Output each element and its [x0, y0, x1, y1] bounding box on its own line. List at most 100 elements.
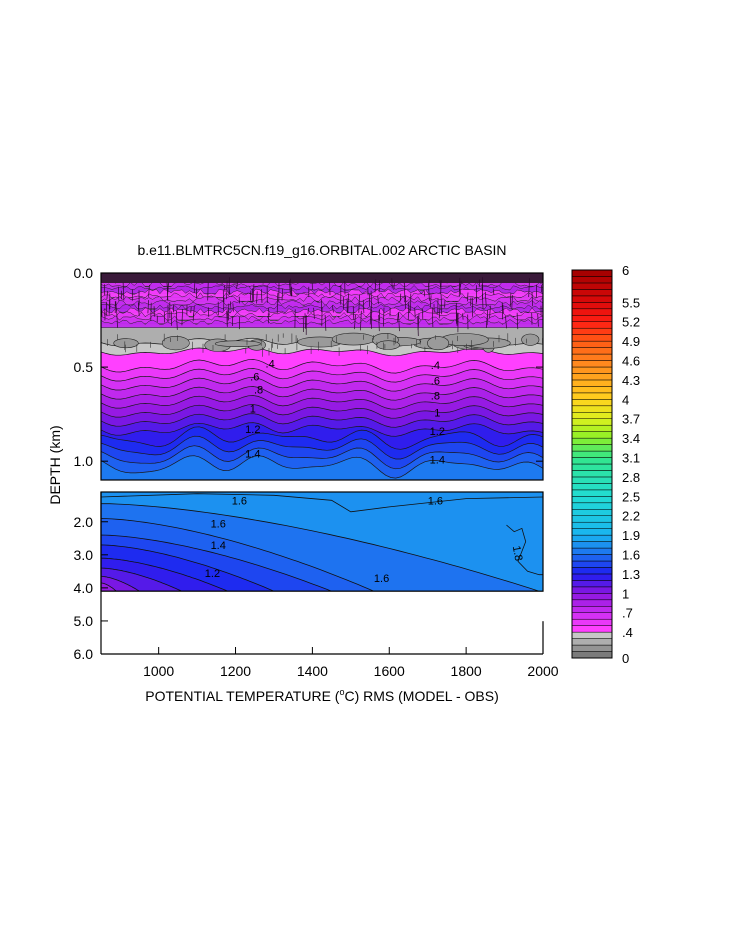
- colorbar-swatch: [571, 353, 613, 361]
- contour-label: 1.6: [428, 495, 443, 507]
- colorbar-tick-label: 1.3: [622, 567, 640, 582]
- contour-label: .8: [254, 385, 263, 397]
- colorbar-tick-label: 1.9: [622, 528, 640, 543]
- colorbar-swatch: [571, 321, 613, 329]
- contour-label: 1.2: [205, 568, 220, 580]
- contour-label: 1.4: [211, 540, 226, 552]
- x-tick-label: 1600: [374, 663, 405, 679]
- lower-panel: 1.6 1.6 1.6 1.4 1.2 1.6 1.8 2.0 3.0 4.0 5.0 6.0 10…: [74, 491, 559, 679]
- x-axis-ticks: 1000 1200 1400 1600 1800 2000: [143, 647, 559, 679]
- upper-y-tick-label: 1.0: [74, 453, 94, 469]
- colorbar-swatch: [571, 554, 613, 562]
- colorbar-swatch: [571, 327, 613, 335]
- colorbar-swatch: [571, 276, 613, 284]
- colorbar-tick-label: 4.9: [622, 334, 640, 349]
- colorbar-swatch: [571, 340, 613, 348]
- lower-y-tick-label: 4.0: [74, 580, 94, 596]
- colorbar-swatch: [571, 618, 613, 626]
- colorbar-swatch: [571, 282, 613, 290]
- contour-label: 1.2: [430, 426, 445, 438]
- contour-label: 1.8: [510, 545, 524, 562]
- lower-panel-contour-labels: 1.6 1.6 1.6 1.4 1.2 1.6 1.8: [205, 495, 524, 585]
- colorbar-swatch: [571, 625, 613, 633]
- colorbar-swatch: [571, 302, 613, 310]
- colorbar-tick-label: 3.1: [622, 451, 640, 466]
- colorbar-swatch: [571, 308, 613, 316]
- contour-label: .8: [431, 390, 440, 402]
- contour-label: 1: [250, 403, 256, 415]
- colorbar-swatch: [571, 360, 613, 368]
- contour-label: .6: [431, 375, 440, 387]
- colorbar-tick-label: 4: [622, 392, 629, 407]
- contour-label: 1.4: [245, 449, 260, 461]
- upper-y-tick-label: 0.5: [74, 359, 94, 375]
- colorbar-tick-label: 4.6: [622, 354, 640, 369]
- colorbar-swatch: [571, 496, 613, 504]
- colorbar-swatch: [571, 521, 613, 529]
- x-axis-label-degree: o: [339, 687, 344, 697]
- contour-label: 1.6: [232, 495, 247, 507]
- colorbar-tick-label: 4.3: [622, 373, 640, 388]
- colorbar-swatch: [571, 373, 613, 381]
- x-tick-label: 1800: [451, 663, 482, 679]
- colorbar-swatch: [571, 528, 613, 536]
- colorbar-swatch: [571, 560, 613, 568]
- colorbar-swatch: [571, 547, 613, 555]
- colorbar-swatch: [571, 476, 613, 484]
- colorbar-tick-label: 5.5: [622, 295, 640, 310]
- upper-panel-frame: [100, 272, 544, 481]
- colorbar-tick-label: .7: [622, 606, 633, 621]
- colorbar-swatch: [571, 483, 613, 491]
- y-axis-label: DEPTH (km): [47, 425, 63, 504]
- colorbar-swatch: [571, 412, 613, 419]
- lower-y-tick-label: 2.0: [74, 514, 94, 530]
- contour-label: 1.6: [211, 518, 226, 530]
- colorbar-swatch: [571, 334, 613, 342]
- colorbar-tick-label: 2.8: [622, 470, 640, 485]
- colorbar-swatch: [571, 573, 613, 581]
- colorbar-swatch: [571, 541, 613, 549]
- colorbar-swatch: [571, 580, 613, 588]
- colorbar-swatch: [571, 418, 613, 426]
- colorbar-swatch: [571, 315, 613, 322]
- upper-panel: .4.4.6.6.8.81 11.2 1.21.4 1.4 0.00.51.0: [74, 265, 544, 481]
- colorbar-swatch: [571, 295, 613, 303]
- colorbar: 0 .4 .7 1 1.3 1.6 1.9 2.2 2.5 2.8 3.1 3.4 3.7 4 4.3 4.6…: [571, 263, 640, 666]
- colorbar-swatch: [571, 586, 613, 594]
- colorbar-swatch: [571, 638, 613, 646]
- colorbar-swatch: [571, 392, 613, 400]
- lower-panel-frame: [100, 491, 544, 655]
- lower-y-tick-label: 3.0: [74, 547, 94, 563]
- colorbar-tick-label: 5.2: [622, 315, 640, 330]
- upper-panel-contour-labels: .4.4.6.6.8.81 11.2 1.21.4 1.4: [245, 358, 445, 466]
- colorbar-swatch: [571, 593, 613, 601]
- contour-label: 1.4: [430, 454, 445, 466]
- contour-label: 1.6: [374, 573, 389, 585]
- x-tick-label: 2000: [527, 663, 558, 679]
- contour-label: .4: [431, 360, 440, 372]
- contour-label: 1.2: [245, 424, 260, 436]
- contour-label: .4: [266, 358, 275, 370]
- colorbar-swatch: [571, 450, 613, 458]
- lower-y-tick-label: 5.0: [74, 613, 94, 629]
- colorbar-swatch: [571, 437, 613, 445]
- colorbar-swatch: [571, 470, 613, 478]
- x-tick-label: 1200: [220, 663, 251, 679]
- x-axis-label: POTENTIAL TEMPERATURE (oC) RMS (MODEL - …: [145, 687, 499, 704]
- colorbar-swatch: [571, 567, 613, 575]
- colorbar-swatch: [571, 515, 613, 523]
- colorbar-tick-label: 0: [622, 651, 629, 666]
- colorbar-swatch: [571, 644, 613, 652]
- colorbar-swatch: [571, 444, 613, 452]
- colorbar-tick-label: 2.5: [622, 489, 640, 504]
- contour-label: 1: [434, 407, 440, 419]
- colorbar-swatch: [571, 651, 613, 659]
- colorbar-swatch: [571, 599, 613, 607]
- colorbar-swatch: [571, 612, 613, 620]
- colorbar-tick-label: 3.4: [622, 431, 640, 446]
- upper-panel-y-ticks: 0.0 0.5 1.0: [74, 265, 543, 469]
- colorbar-swatch: [571, 424, 613, 432]
- colorbar-swatch: [571, 379, 613, 387]
- chart-title: b.e11.BLMTRC5CN.f19_g16.ORBITAL.002 ARCT…: [137, 242, 506, 258]
